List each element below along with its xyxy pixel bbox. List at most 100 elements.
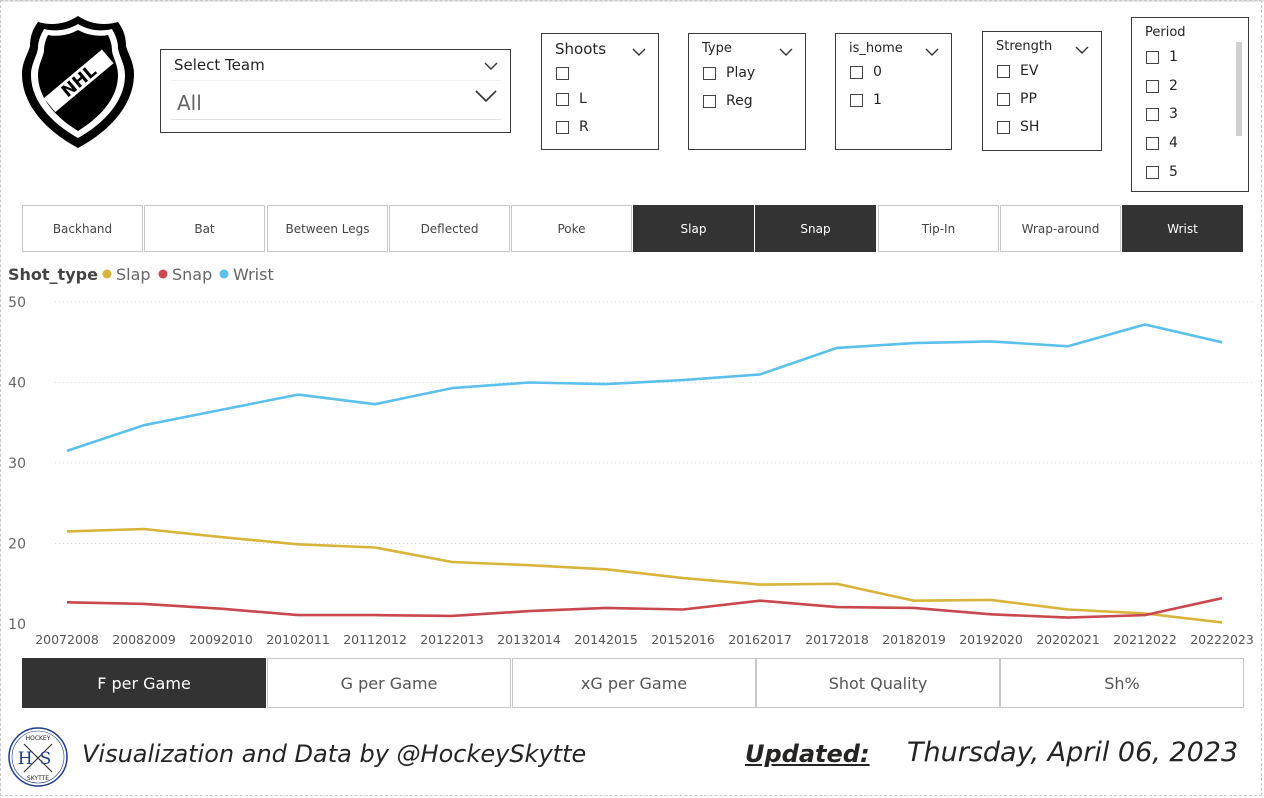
- shot-type-button-bat[interactable]: Bat: [144, 205, 265, 252]
- checkbox[interactable]: [1146, 165, 1159, 179]
- shoots-option-l[interactable]: L: [556, 90, 587, 108]
- period-option-5[interactable]: 5: [1146, 163, 1178, 181]
- period-option-1[interactable]: 1: [1146, 48, 1178, 66]
- period-scrollbar[interactable]: [1236, 42, 1242, 136]
- period-option-4[interactable]: 4: [1146, 134, 1178, 152]
- x-tick-label: 20072008: [35, 632, 99, 647]
- is-home-option-0[interactable]: 0: [850, 63, 882, 81]
- x-tick-label: 20152016: [651, 632, 715, 647]
- legend-label-wrist: Wrist: [233, 265, 274, 284]
- metric-button-sh-[interactable]: Sh%: [1000, 658, 1244, 708]
- legend-marker-wrist: [219, 269, 229, 279]
- metric-button-f-per-game[interactable]: F per Game: [22, 658, 266, 708]
- x-tick-label: 20122013: [420, 632, 484, 647]
- x-tick-label: 20082009: [112, 632, 176, 647]
- shot-type-button-slap[interactable]: Slap: [633, 205, 754, 252]
- shoots-title: Shoots: [555, 40, 607, 58]
- chevron-down-icon[interactable]: [475, 89, 497, 108]
- chevron-down-icon[interactable]: [925, 42, 939, 61]
- checkbox[interactable]: [1146, 107, 1159, 121]
- logo-text-hockey: HOCKEY: [26, 735, 51, 742]
- checkbox[interactable]: [1146, 50, 1159, 64]
- x-tick-label: 20112012: [343, 632, 407, 647]
- shot-type-button-backhand[interactable]: Backhand: [22, 205, 143, 252]
- strength-option-sh[interactable]: SH: [997, 118, 1039, 136]
- checkbox[interactable]: [1146, 79, 1159, 93]
- legend-title: Shot_type: [8, 265, 98, 284]
- hockey-skytte-logo-icon: HOCKEY HS SKYTTE: [4, 726, 72, 788]
- shoots-option-r[interactable]: R: [556, 118, 589, 136]
- shot-type-button-wrap-around[interactable]: Wrap-around: [1000, 205, 1121, 252]
- checkbox[interactable]: [1146, 136, 1159, 150]
- metric-button-g-per-game[interactable]: G per Game: [267, 658, 511, 708]
- chevron-down-icon[interactable]: [779, 42, 793, 61]
- top-border: [0, 0, 1264, 2]
- type-option-reg[interactable]: Reg: [703, 92, 753, 110]
- shot-type-button-poke[interactable]: Poke: [511, 205, 632, 252]
- checkbox[interactable]: [997, 120, 1010, 134]
- type-option-play[interactable]: Play: [703, 64, 755, 82]
- chevron-down-icon[interactable]: [484, 56, 498, 75]
- legend-label-snap: Snap: [172, 265, 212, 284]
- shoots-option-blank[interactable]: [556, 64, 579, 82]
- y-tick-label: 30: [8, 456, 26, 472]
- logo-text-skytte: SKYTTE: [27, 775, 49, 782]
- team-dropdown[interactable]: All: [171, 80, 501, 120]
- strength-option-pp[interactable]: PP: [997, 90, 1037, 108]
- shot-type-line-chart: Shot_type Slap Snap Wrist 10 20 30 40 50 20072008…: [0, 262, 1264, 652]
- x-tick-label: 20202021: [1036, 632, 1100, 647]
- strength-slicer: Strength EV PP SH: [982, 31, 1102, 151]
- checkbox[interactable]: [556, 120, 569, 134]
- x-tick-label: 20142015: [574, 632, 638, 647]
- x-tick-label: 20222023: [1190, 632, 1254, 647]
- logo-text-hs: HS: [18, 749, 58, 769]
- x-tick-label: 20182019: [882, 632, 946, 647]
- shot-type-button-tip-in[interactable]: Tip-In: [878, 205, 999, 252]
- x-tick-label: 20192020: [959, 632, 1023, 647]
- x-tick-label: 20102011: [266, 632, 330, 647]
- period-title: Period: [1145, 25, 1186, 40]
- team-select-label: Select Team: [174, 56, 265, 74]
- series-line-snap: [66, 596, 1223, 619]
- strength-option-ev[interactable]: EV: [997, 62, 1038, 80]
- type-title: Type: [702, 41, 732, 56]
- checkbox[interactable]: [850, 65, 863, 79]
- y-tick-label: 50: [8, 295, 26, 311]
- y-tick-label: 10: [8, 617, 26, 633]
- type-slicer: Type Play Reg: [688, 33, 806, 150]
- metric-button-shot-quality[interactable]: Shot Quality: [756, 658, 1000, 708]
- team-dropdown-value: All: [177, 91, 202, 115]
- strength-title: Strength: [996, 39, 1053, 54]
- period-option-3[interactable]: 3: [1146, 105, 1178, 123]
- checkbox[interactable]: [703, 66, 716, 80]
- credit-text: Visualization and Data by @HockeySkytte: [82, 740, 587, 768]
- is-home-option-1[interactable]: 1: [850, 91, 882, 109]
- updated-date: Thursday, April 06, 2023: [907, 737, 1239, 768]
- period-slicer: Period 1 2 3 4 5: [1131, 17, 1249, 192]
- shot-type-button-wrist[interactable]: Wrist: [1122, 205, 1243, 252]
- series-line-slap: [66, 527, 1223, 624]
- is-home-title: is_home: [849, 41, 903, 56]
- checkbox[interactable]: [556, 66, 569, 80]
- shot-type-button-between-legs[interactable]: Between Legs: [267, 205, 388, 252]
- shot-type-button-snap[interactable]: Snap: [755, 205, 876, 252]
- series-line-wrist: [66, 323, 1223, 453]
- shot-type-button-deflected[interactable]: Deflected: [389, 205, 510, 252]
- y-tick-label: 40: [8, 376, 26, 392]
- team-select[interactable]: Select Team All: [160, 49, 511, 133]
- chevron-down-icon[interactable]: [1075, 40, 1089, 59]
- y-tick-label: 20: [8, 537, 26, 553]
- x-tick-label: 20212022: [1113, 632, 1177, 647]
- nhl-logo-icon: NHL: [18, 14, 138, 150]
- x-tick-label: 20172018: [805, 632, 869, 647]
- checkbox[interactable]: [556, 92, 569, 106]
- x-tick-label: 20162017: [728, 632, 792, 647]
- checkbox[interactable]: [703, 94, 716, 108]
- legend-marker-snap: [158, 269, 168, 279]
- period-option-2[interactable]: 2: [1146, 77, 1178, 95]
- checkbox[interactable]: [997, 92, 1010, 106]
- checkbox[interactable]: [850, 93, 863, 107]
- metric-button-xg-per-game[interactable]: xG per Game: [512, 658, 756, 708]
- checkbox[interactable]: [997, 64, 1010, 78]
- chevron-down-icon[interactable]: [632, 42, 646, 61]
